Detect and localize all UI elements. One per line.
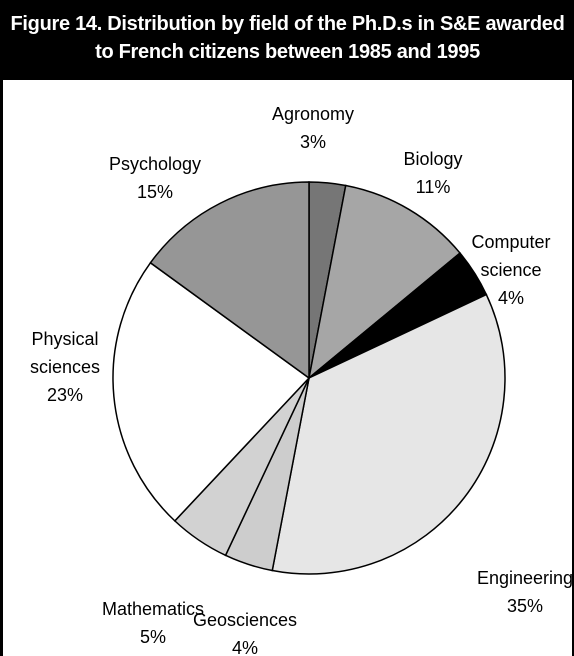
category: Engineering <box>476 568 574 588</box>
value-label: 4% <box>497 288 524 308</box>
slice-label: Computer science 4% <box>464 228 559 312</box>
pie-slice <box>149 181 310 380</box>
slice-label: Geosciences 4% <box>175 606 315 656</box>
value-label: 15% <box>136 182 174 202</box>
value-label: 11% <box>415 177 451 197</box>
category: Biology <box>403 149 463 169</box>
slice-label: Agronomy 3% <box>243 100 383 156</box>
slice-label: Biology 11% <box>373 145 493 201</box>
pie-slice <box>271 293 506 575</box>
category: Physical sciences <box>29 329 101 377</box>
category: Computer science <box>471 232 551 280</box>
pie-slice <box>307 184 462 380</box>
value-label: 3% <box>299 132 326 152</box>
pie-slice <box>112 261 311 522</box>
category: Psychology <box>108 154 202 174</box>
slice-label: Psychology 15% <box>85 150 225 206</box>
slice-label: Physical sciences 23% <box>10 325 120 409</box>
chart-title: Figure 14. Distribution by field of the … <box>3 0 572 80</box>
slice-label: Engineering 35% <box>455 564 574 620</box>
value-label: 4% <box>231 638 258 656</box>
pie-area <box>112 181 506 575</box>
category: Agronomy <box>271 104 355 124</box>
slice-label: Mathematics 5% <box>83 595 223 651</box>
value-label: 35% <box>506 596 544 616</box>
category: Geosciences <box>192 610 298 630</box>
value-label: 5% <box>139 627 166 647</box>
category: Mathematics <box>101 599 205 619</box>
value-label: 23% <box>46 385 84 405</box>
